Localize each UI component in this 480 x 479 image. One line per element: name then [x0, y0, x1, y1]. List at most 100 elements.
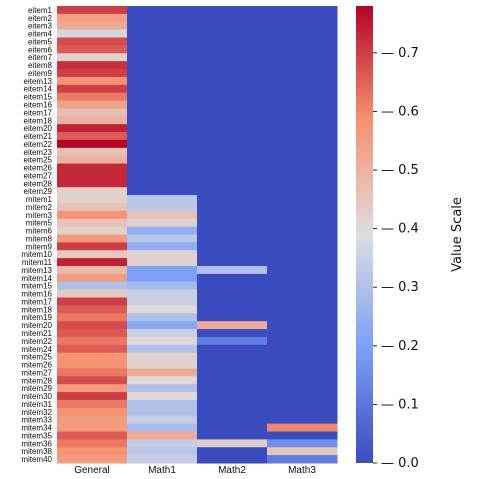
heatmap-cell [197, 392, 268, 401]
heatmap-cell [197, 360, 268, 369]
heatmap-cell [57, 423, 128, 432]
heatmap-cell [267, 53, 338, 62]
heatmap-cell [197, 344, 268, 354]
heatmap-cell [127, 431, 198, 440]
heatmap-cell [267, 147, 338, 157]
heatmap-cell [197, 6, 268, 15]
row-label: eitem5 [28, 37, 53, 46]
heatmap-cell [57, 100, 128, 109]
heatmap-cell [57, 250, 128, 259]
heatmap-cell [267, 69, 338, 78]
column-labels: General Math1 Math2 Math3 [74, 465, 316, 476]
heatmap-cell [197, 455, 268, 464]
heatmap-cell [197, 147, 268, 157]
row-label: eitem13 [24, 77, 53, 86]
colorbar-tick-label: — 0.2 [381, 339, 419, 354]
heatmap-cell [127, 329, 198, 338]
heatmap-cell [57, 171, 128, 180]
heatmap-cell [57, 273, 128, 283]
row-label: mitem6 [26, 227, 53, 236]
heatmap-cell [197, 242, 268, 251]
row-label: mitem5 [26, 219, 53, 228]
heatmap-cell [267, 281, 338, 291]
heatmap-cell [127, 29, 198, 39]
heatmap-cell [57, 187, 128, 196]
heatmap-cell [197, 226, 268, 235]
heatmap-cell [197, 76, 268, 86]
heatmap-cell [57, 392, 128, 401]
row-label: eitem23 [24, 148, 53, 157]
heatmap-cell [267, 289, 338, 299]
heatmap-cell [197, 415, 268, 425]
row-label: mitem19 [21, 313, 52, 322]
heatmap-cell [197, 163, 268, 172]
heatmap-cell [127, 187, 198, 196]
heatmap-cell [57, 344, 128, 354]
row-label: mitem36 [21, 439, 52, 448]
heatmap-cell [197, 195, 268, 204]
heatmap-cell [57, 376, 128, 385]
heatmap-cell [197, 407, 268, 417]
row-label: eitem25 [24, 156, 53, 165]
heatmap-cell [267, 210, 338, 220]
heatmap-cell [197, 266, 268, 275]
heatmap-cell [197, 116, 268, 125]
heatmap-cell [57, 281, 128, 291]
heatmap-cell [127, 92, 198, 102]
heatmap-cell [57, 53, 128, 62]
heatmap-cell [197, 439, 268, 448]
row-label: eitem1 [28, 6, 53, 15]
row-label: eitem9 [28, 69, 53, 78]
heatmap-cell [57, 305, 128, 314]
row-labels: eitem1eitem2eitem3eitem4eitem5eitem6eite… [21, 6, 52, 464]
heatmap-cell [127, 344, 198, 354]
heatmap-cell [127, 116, 198, 125]
heatmap-cell [127, 37, 198, 46]
row-label: mitem2 [26, 203, 53, 212]
heatmap-cell [197, 289, 268, 299]
heatmap-cell [127, 258, 198, 267]
heatmap-cell [267, 273, 338, 283]
heatmap-cell [197, 155, 268, 165]
heatmap-cell [197, 37, 268, 46]
heatmap-cell [57, 155, 128, 165]
row-label: eitem16 [24, 100, 53, 109]
row-label: mitem40 [21, 455, 52, 464]
row-label: mitem35 [21, 431, 52, 440]
row-label: mitem24 [21, 345, 52, 354]
heatmap-cell [197, 423, 268, 432]
heatmap-cell [57, 69, 128, 78]
heatmap-cell [57, 92, 128, 102]
heatmap-cell [127, 171, 198, 180]
heatmap-cell [267, 202, 338, 212]
heatmap-cell [267, 313, 338, 322]
row-label: mitem33 [21, 416, 52, 425]
heatmap-cell [197, 139, 268, 149]
column-label: Math3 [288, 465, 316, 476]
heatmap-cell [197, 447, 268, 456]
heatmap-cell [267, 321, 338, 330]
row-label: mitem22 [21, 337, 52, 346]
heatmap-cell [57, 360, 128, 369]
row-label: mitem26 [21, 361, 52, 370]
heatmap-cell [127, 415, 198, 425]
heatmap-cell [127, 132, 198, 141]
heatmap-cell [127, 313, 198, 322]
heatmap-cell [127, 202, 198, 212]
colorbar-tick-label: — 0.3 [381, 280, 419, 295]
heatmap-cell [197, 336, 268, 346]
colorbar-tick-label: — 0.5 [381, 163, 419, 178]
row-label: mitem30 [21, 392, 52, 401]
heatmap-cell [57, 439, 128, 448]
heatmap-cell [267, 360, 338, 369]
heatmap-cell [57, 226, 128, 235]
heatmap-cell [197, 179, 268, 188]
row-label: mitem15 [21, 282, 52, 291]
heatmap-cell [267, 6, 338, 15]
colorbar-tick-label: — 0.4 [381, 222, 419, 237]
heatmap-cell [267, 447, 338, 456]
heatmap-cell [127, 423, 198, 432]
heatmap-cell [267, 13, 338, 23]
row-label: eitem6 [28, 45, 53, 54]
heatmap-cell [267, 344, 338, 354]
